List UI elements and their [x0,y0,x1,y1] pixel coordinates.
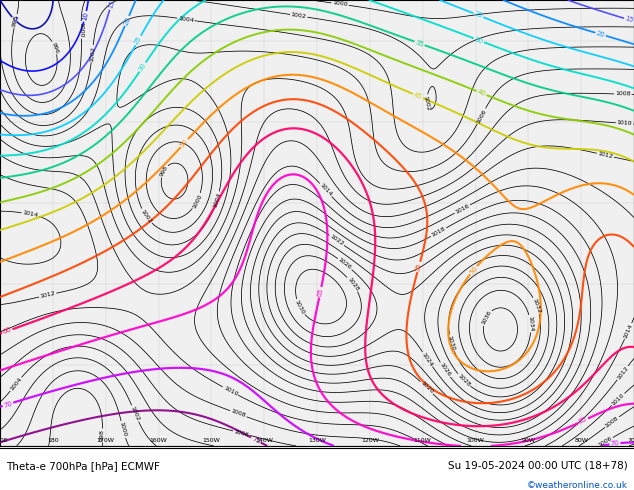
Text: 998: 998 [158,165,169,177]
Text: 1020: 1020 [419,381,434,395]
Text: 1030: 1030 [294,299,306,315]
Text: 1004: 1004 [178,16,194,23]
Text: 55: 55 [415,262,423,272]
Text: 80W: 80W [574,439,588,443]
Text: 1002: 1002 [89,46,96,62]
Text: 1016: 1016 [455,203,470,215]
Text: 1028: 1028 [346,276,359,292]
Text: 1006: 1006 [597,436,613,448]
Text: 90W: 90W [521,439,535,443]
Text: 150W: 150W [202,439,220,443]
Text: 1032: 1032 [531,297,541,314]
Text: 30: 30 [474,36,484,45]
Text: 998: 998 [12,15,19,27]
Text: 35: 35 [414,39,425,48]
Text: 100W: 100W [467,439,484,443]
Text: 60: 60 [2,327,13,336]
Text: 1006: 1006 [233,429,250,438]
Text: 1008: 1008 [604,416,620,429]
Text: 1004: 1004 [212,192,222,208]
Text: Theta-e 700hPa [hPa] ECMWF: Theta-e 700hPa [hPa] ECMWF [6,461,160,471]
Text: 20: 20 [122,16,131,26]
Text: 1014: 1014 [319,182,333,197]
Text: 1026: 1026 [439,362,451,378]
Text: ©weatheronline.co.uk: ©weatheronline.co.uk [527,481,628,490]
Text: 1024: 1024 [421,351,434,367]
Text: 1010: 1010 [611,392,626,407]
Text: 5: 5 [11,16,18,23]
Text: 1002: 1002 [290,12,307,20]
Text: 1008: 1008 [615,92,631,97]
Text: 1012: 1012 [597,151,614,159]
Text: 140W: 140W [256,439,273,443]
Text: 15: 15 [624,16,634,24]
Text: 1002: 1002 [139,208,153,224]
Text: 1012: 1012 [39,291,56,299]
Text: 1010: 1010 [223,385,238,397]
Text: Su 19-05-2024 00:00 UTC (18+78): Su 19-05-2024 00:00 UTC (18+78) [448,461,628,471]
Text: 1022: 1022 [329,234,345,247]
Text: 75: 75 [250,435,261,444]
Text: 110W: 110W [414,439,432,443]
Text: 1014: 1014 [623,323,633,339]
Text: 1036: 1036 [481,310,492,326]
Text: 1000: 1000 [191,193,203,209]
Text: 1002: 1002 [130,405,141,421]
Text: 996: 996 [51,41,59,54]
Text: 65: 65 [316,287,324,297]
Text: 998: 998 [100,430,105,441]
Text: 130W: 130W [308,439,326,443]
Text: 1004: 1004 [9,376,23,392]
Text: 1034: 1034 [527,316,534,332]
Text: 1018: 1018 [430,226,446,238]
Text: 65: 65 [578,416,588,425]
Text: 10: 10 [81,11,89,22]
Text: 1002: 1002 [423,95,430,111]
Text: 40: 40 [476,89,487,98]
Text: 25: 25 [134,35,143,46]
Text: 170W: 170W [97,439,115,443]
Text: 1028: 1028 [456,373,471,388]
Text: 1000: 1000 [79,22,84,38]
Text: 30: 30 [138,62,148,73]
Text: 1000: 1000 [119,421,127,438]
Text: 1030: 1030 [447,335,456,351]
Text: 180: 180 [47,439,59,443]
Text: 50: 50 [469,265,479,275]
Text: 160W: 160W [150,439,167,443]
Text: 20: 20 [595,30,605,38]
Text: 15: 15 [107,0,115,9]
Text: 45: 45 [413,92,423,100]
Text: 70: 70 [610,440,620,447]
Text: 170E: 170E [0,439,8,443]
Text: 1026: 1026 [337,257,353,271]
Text: 50: 50 [179,138,190,148]
Text: 70W: 70W [627,439,634,443]
Text: 25: 25 [473,11,484,20]
Text: 70: 70 [3,400,13,409]
Text: 1014: 1014 [22,210,38,218]
Text: 1010: 1010 [616,121,632,126]
Text: 120W: 120W [361,439,378,443]
Text: 1012: 1012 [616,365,630,381]
Text: 1008: 1008 [230,409,247,419]
Text: 1000: 1000 [332,0,348,8]
Text: 1006: 1006 [476,108,488,124]
